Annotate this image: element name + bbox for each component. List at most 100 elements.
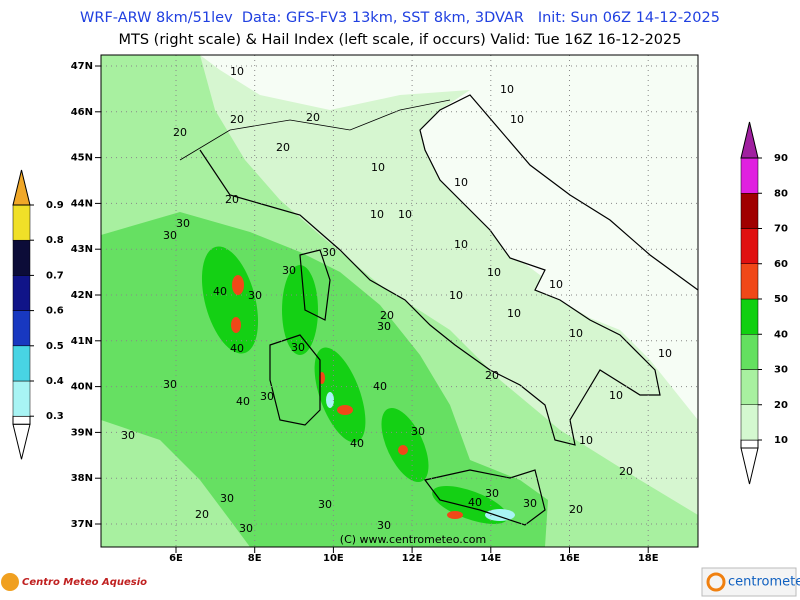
- scale-segment: [12, 380, 31, 417]
- left-logo: Centro Meteo Aquesio: [22, 577, 147, 588]
- scale-label: 0.8: [46, 235, 64, 246]
- contour-label: 10: [230, 65, 244, 78]
- graticule: [95, 55, 698, 553]
- scale-segment: [740, 228, 759, 264]
- scale-label: 50: [774, 294, 788, 305]
- lat-label: 45N: [71, 153, 93, 164]
- lat-label: 41N: [71, 336, 93, 347]
- lon-label: 6E: [169, 553, 183, 564]
- contour-label: 10: [371, 161, 385, 174]
- scale-label: 20: [774, 400, 788, 411]
- scale-segment: [740, 193, 759, 229]
- contour-label: 30: [291, 341, 305, 354]
- scale-upper-arrow: [740, 121, 759, 159]
- lat-label: 47N: [71, 61, 93, 72]
- scale-segment: [12, 239, 31, 276]
- contour-label: 10: [370, 208, 384, 221]
- lat-label: 42N: [71, 290, 93, 301]
- lat-label: 40N: [71, 382, 93, 393]
- lon-label: 16E: [559, 553, 580, 564]
- lon-label: 8E: [248, 553, 262, 564]
- scale-label: 60: [774, 259, 788, 270]
- right-logo: centrometeo: [728, 575, 800, 590]
- contour-label: 20: [225, 193, 239, 206]
- scale-segment: [12, 275, 31, 311]
- header-line2: MTS (right scale) & Hail Index (left sca…: [119, 32, 682, 48]
- lat-label: 44N: [71, 198, 93, 209]
- lon-label: 14E: [480, 553, 501, 564]
- scale-segment: [740, 334, 759, 370]
- contour-label: 10: [510, 113, 524, 126]
- contour-label: 30: [377, 320, 391, 333]
- scale-label: 0.5: [46, 341, 64, 352]
- contour-label: 30: [121, 429, 135, 442]
- map-field: [101, 55, 698, 547]
- scale-label: 10: [774, 435, 788, 446]
- header-line1: WRF-ARW 8km/51lev Data: GFS-FV3 13km, SS…: [80, 10, 720, 26]
- contour-label: 10: [579, 434, 593, 447]
- logo-icon: [1, 573, 19, 591]
- contour-label: 20: [173, 126, 187, 139]
- scale-segment: [740, 157, 759, 194]
- right-logo-icon: [706, 572, 726, 592]
- lon-label: 18E: [638, 553, 659, 564]
- scale-lower-pad: [740, 439, 759, 449]
- scale-segment: [12, 204, 31, 241]
- contour-label: 30: [485, 487, 499, 500]
- scale-label: 0.7: [46, 270, 64, 281]
- scale-label: 0.3: [46, 411, 64, 422]
- lon-label: 12E: [402, 553, 423, 564]
- scale-upper-arrow: [12, 169, 31, 206]
- contour-label: 30: [377, 519, 391, 532]
- contour-label: 20: [195, 508, 209, 521]
- contour-label: 30: [163, 378, 177, 391]
- contour-label: 10: [658, 347, 672, 360]
- contour-label: 10: [454, 238, 468, 251]
- lon-label: 10E: [323, 553, 344, 564]
- scale-label: 90: [774, 153, 788, 164]
- scale-segment: [740, 369, 759, 405]
- scale-label: 40: [774, 329, 788, 340]
- contour-label: 10: [507, 307, 521, 320]
- scale-segment: [740, 404, 759, 441]
- scale-lower-pad: [12, 415, 31, 425]
- contour-label: 40: [230, 342, 244, 355]
- contour-label: 10: [500, 83, 514, 96]
- scale-label: 0.6: [46, 306, 64, 317]
- lat-label: 46N: [71, 107, 93, 118]
- contour-label: 20: [485, 369, 499, 382]
- contour-label: 30: [239, 522, 253, 535]
- lat-label: 43N: [71, 244, 93, 255]
- scale-label: 0.4: [46, 376, 64, 387]
- scale-label: 80: [774, 188, 788, 199]
- contour-label: 40: [213, 285, 227, 298]
- contour-label: 30: [260, 390, 274, 403]
- contour-label: 40: [350, 437, 364, 450]
- scale-label: 30: [774, 365, 788, 376]
- contour-label: 30: [322, 246, 336, 259]
- scale-segment: [12, 310, 31, 347]
- contour-label: 30: [282, 264, 296, 277]
- scale-lower-arrow: [740, 447, 759, 485]
- contour-label: 10: [398, 208, 412, 221]
- contour-label: 10: [454, 176, 468, 189]
- scale-label: 70: [774, 224, 788, 235]
- lat-label: 37N: [71, 519, 93, 530]
- contour-label: 10: [609, 389, 623, 402]
- contour-label: 20: [619, 465, 633, 478]
- contour-label: 30: [163, 229, 177, 242]
- lat-label: 38N: [71, 473, 93, 484]
- lat-label: 39N: [71, 427, 93, 438]
- contour-label: 20: [306, 111, 320, 124]
- scale-segment: [740, 298, 759, 335]
- contour-label: 30: [176, 217, 190, 230]
- contour-label: 30: [248, 289, 262, 302]
- contour-label: 40: [468, 496, 482, 509]
- contour-label: 30: [523, 497, 537, 510]
- contour-label: 10: [449, 289, 463, 302]
- map-frame: [100, 54, 699, 548]
- contour-label: 20: [230, 113, 244, 126]
- contour-label: 10: [569, 327, 583, 340]
- scale-lower-arrow: [12, 423, 31, 460]
